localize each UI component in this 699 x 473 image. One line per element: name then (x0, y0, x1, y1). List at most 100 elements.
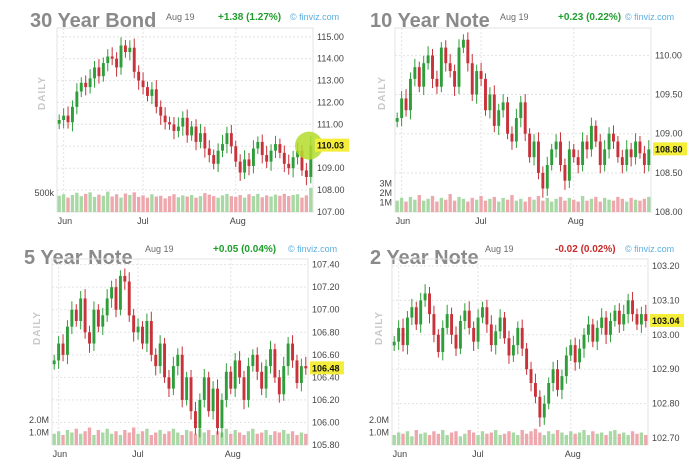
volume-bar (617, 433, 621, 445)
volume-bar (61, 194, 66, 212)
y-tick-label: 103.10 (652, 295, 680, 305)
volume-bar (501, 197, 505, 212)
volume-bar (273, 194, 278, 212)
candle-body (216, 150, 220, 164)
finviz-source[interactable]: © finviz.com (625, 244, 674, 254)
candle-body (589, 125, 593, 150)
candle-body (466, 39, 470, 64)
candle-body (639, 314, 643, 325)
candle-body (586, 324, 590, 335)
volume-bar (471, 432, 476, 445)
candle-body (57, 120, 61, 124)
volume-bar (251, 428, 255, 445)
candle-body (392, 341, 396, 346)
candle-body (93, 67, 96, 79)
candle-body (118, 275, 122, 310)
candle-body (132, 47, 136, 72)
candle-body (127, 281, 131, 316)
volume-bar (483, 200, 488, 212)
candle-body (136, 326, 140, 333)
candle-body (450, 314, 454, 335)
volume-bar (119, 197, 123, 212)
last-price-label: 103.04 (652, 316, 680, 326)
candle-body (149, 321, 153, 355)
finviz-source[interactable]: © finviz.com (288, 244, 337, 254)
candle-body (476, 317, 480, 342)
candle-body (520, 327, 524, 349)
candle-body (101, 315, 105, 327)
candle-body (581, 141, 585, 166)
volume-tick-label: 500k (34, 188, 54, 198)
volume-bar (212, 196, 216, 212)
volume-bar (527, 196, 532, 212)
interval-label: DAILY (377, 76, 388, 110)
volume-bar (304, 433, 308, 445)
candle-body (612, 133, 615, 142)
candle-body (141, 326, 144, 344)
finviz-source[interactable]: © finviz.com (625, 12, 674, 22)
volume-bar (611, 200, 616, 212)
candle-body (225, 133, 229, 145)
candle-body (101, 63, 105, 77)
candle-body (251, 354, 255, 367)
volume-bar (259, 432, 264, 445)
chart-10-year-note[interactable]: 10 Year Note Aug 19 +0.23 (0.22%) © finv… (350, 0, 699, 236)
candle-body (444, 47, 448, 64)
y-tick-label: 114.00 (317, 54, 344, 64)
candle-body (150, 89, 154, 96)
volume-bar (83, 431, 87, 445)
candle-body (564, 355, 568, 377)
y-tick-label: 109.50 (655, 90, 683, 100)
volume-bar (629, 197, 633, 212)
candle-body (603, 149, 607, 166)
candle-body (585, 141, 589, 150)
volume-bar (118, 435, 123, 445)
volume-bar (427, 435, 432, 445)
volume-bar (158, 430, 162, 445)
candle-body (88, 332, 91, 344)
candle-body (189, 377, 193, 412)
volume-tick-label: 3M (379, 179, 392, 189)
volume-bar (52, 433, 56, 445)
volume-bar (580, 195, 585, 212)
last-price-highlight (650, 314, 684, 327)
candle-body (569, 345, 573, 356)
volume-bar (282, 430, 286, 445)
panel-2-year-note: 2 Year Note Aug 19 -0.02 (0.02%) © finvi… (350, 237, 699, 473)
candle-body (501, 102, 505, 111)
volume-bar (291, 195, 295, 212)
volume-bar (547, 431, 551, 445)
volume-bar (417, 195, 421, 212)
candle-body (291, 157, 295, 169)
volume-tick-label: 1M (379, 198, 392, 208)
volume-bar (616, 196, 620, 212)
volume-bar (457, 196, 461, 212)
candle-body (203, 133, 207, 149)
candle-body (541, 172, 545, 189)
finviz-source[interactable]: © finviz.com (290, 12, 339, 22)
volume-bar (573, 433, 577, 445)
volume-bar (299, 432, 304, 445)
chart-2-year-note[interactable]: 2 Year Note Aug 19 -0.02 (0.02%) © finvi… (350, 237, 699, 473)
candle-body (560, 376, 564, 390)
chart-5-year-note[interactable]: 5 Year Note Aug 19 +0.05 (0.04%) © finvi… (0, 237, 349, 473)
volume-bar (255, 433, 259, 445)
candle-body (181, 117, 185, 127)
volume-bar (426, 198, 430, 212)
chart-change: +0.23 (0.22%) (558, 12, 621, 23)
plot-area: 110.00 109.50 109.00 108.50 108.00 Jun Jul Aug 3… (379, 27, 687, 226)
volume-bar (286, 433, 290, 445)
volume-bar (304, 195, 309, 212)
candle-body (488, 94, 492, 111)
volume-bar (567, 197, 572, 212)
volume-bar (189, 195, 194, 212)
candle-body (137, 71, 141, 81)
candle-body (644, 314, 648, 321)
candle-body (492, 94, 496, 126)
volume-bar (423, 432, 427, 445)
candle-body (525, 348, 529, 370)
chart-30-year-bond[interactable]: 30 Year Bond Aug 19 +1.38 (1.27%) © finv… (0, 0, 349, 236)
candle-body (551, 369, 555, 383)
candle-body (550, 149, 554, 166)
y-tick-label: 106.20 (312, 395, 340, 405)
